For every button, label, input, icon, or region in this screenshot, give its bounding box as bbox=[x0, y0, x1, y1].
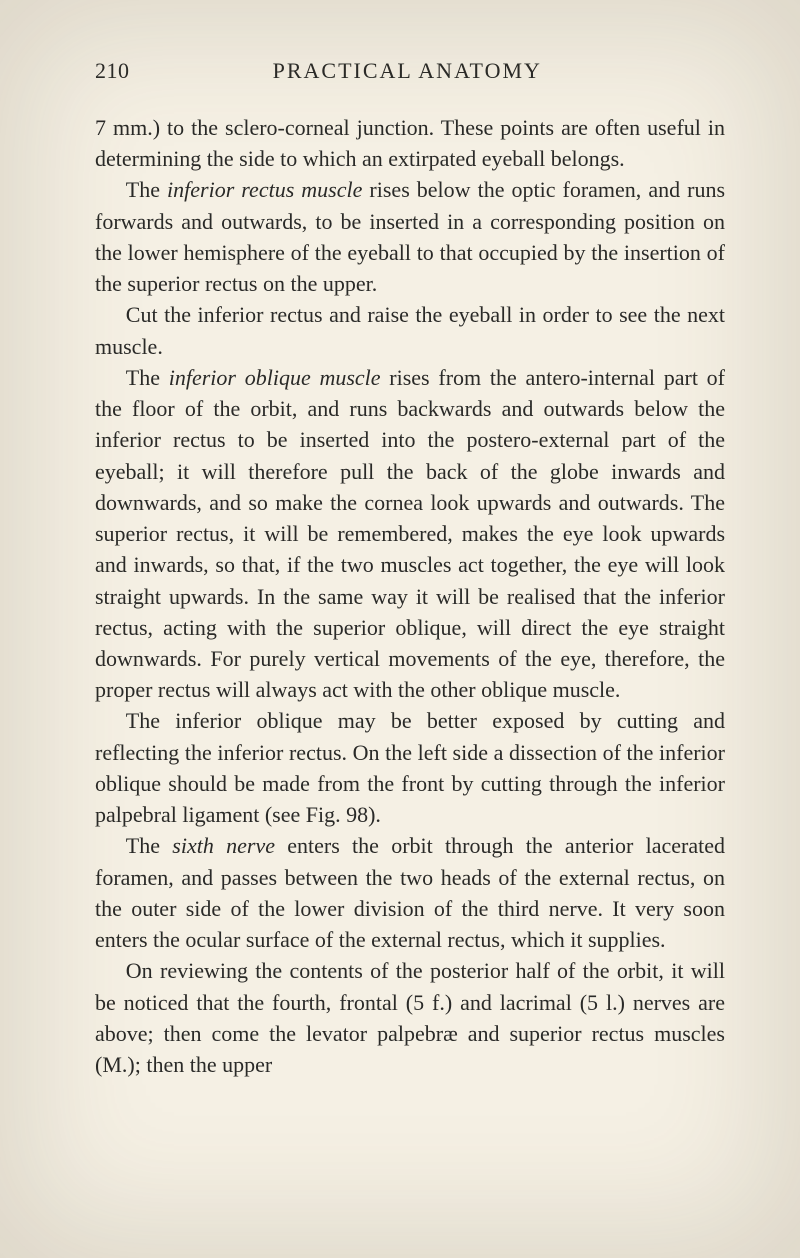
paragraph-3: Cut the inferior rectus and raise the ey… bbox=[95, 299, 725, 361]
page-header: 210 PRACTICAL ANATOMY bbox=[95, 58, 725, 84]
paragraph-6: The sixth nerve enters the orbit through… bbox=[95, 830, 725, 955]
paragraph-4: The inferior oblique muscle rises from t… bbox=[95, 362, 725, 706]
text-span: On reviewing the contents of the posteri… bbox=[95, 958, 725, 1077]
italic-term: sixth nerve bbox=[172, 833, 275, 858]
page-content: 210 PRACTICAL ANATOMY 7 mm.) to the scle… bbox=[0, 0, 800, 1130]
text-span: 7 mm.) to the sclero-corneal junction. T… bbox=[95, 115, 725, 171]
body-text: 7 mm.) to the sclero-corneal junction. T… bbox=[95, 112, 725, 1080]
paragraph-5: The inferior oblique may be better expos… bbox=[95, 705, 725, 830]
text-span: The bbox=[126, 177, 167, 202]
running-title: PRACTICAL ANATOMY bbox=[90, 58, 726, 84]
text-span: The inferior oblique may be better expos… bbox=[95, 708, 725, 827]
paragraph-1: 7 mm.) to the sclero-corneal junction. T… bbox=[95, 112, 725, 174]
text-span: rises from the antero-internal part of t… bbox=[95, 365, 725, 702]
italic-term: inferior oblique muscle bbox=[169, 365, 381, 390]
italic-term: inferior rectus muscle bbox=[167, 177, 362, 202]
text-span: The bbox=[126, 365, 169, 390]
paragraph-2: The inferior rectus muscle rises below t… bbox=[95, 174, 725, 299]
text-span: The bbox=[126, 833, 172, 858]
text-span: Cut the inferior rectus and raise the ey… bbox=[95, 302, 725, 358]
paragraph-7: On reviewing the contents of the posteri… bbox=[95, 955, 725, 1080]
